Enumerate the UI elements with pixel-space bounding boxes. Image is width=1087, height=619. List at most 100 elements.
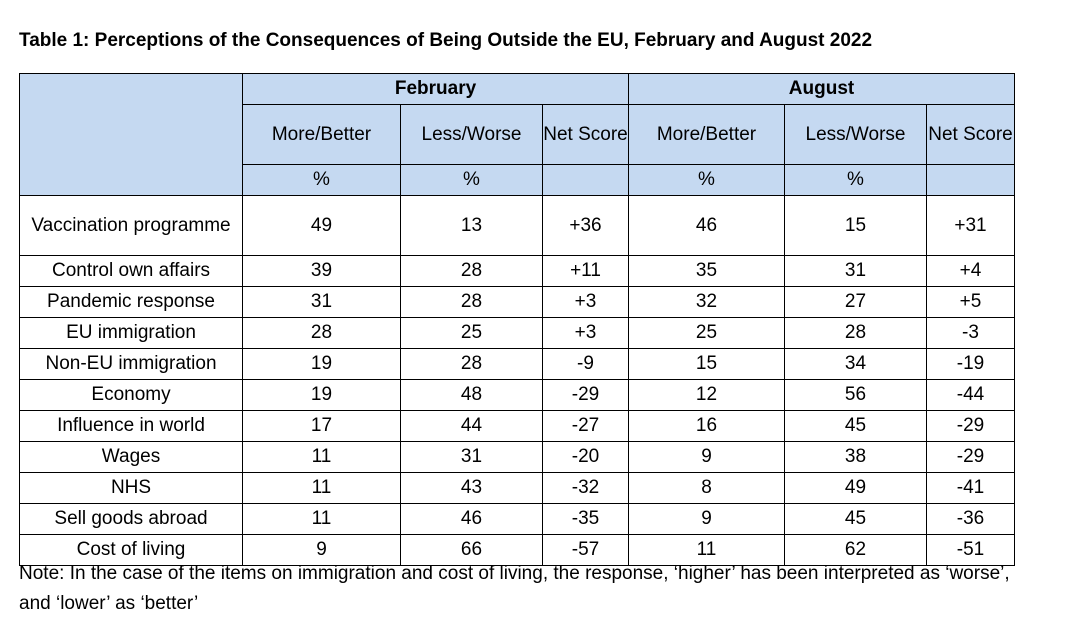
table-row: Vaccination programme 49 13 +36 46 15 +31 <box>19 195 1015 256</box>
more-better-cell: 17 <box>242 410 401 442</box>
period-header-february: February <box>242 73 629 105</box>
col-header-more-better-feb: More/Better <box>242 104 401 165</box>
more-better-cell: 15 <box>628 348 785 380</box>
unit-percent-cell: % <box>400 164 543 196</box>
less-worse-cell: 62 <box>784 534 927 566</box>
table-row: Wages 11 31 -20 9 38 -29 <box>19 441 1015 473</box>
unit-percent-cell: % <box>242 164 401 196</box>
row-label: Sell goods abroad <box>19 503 243 535</box>
header-blank-cell <box>19 73 243 196</box>
net-score-cell: -3 <box>926 317 1015 349</box>
more-better-cell: 9 <box>628 503 785 535</box>
col-header-less-worse-aug: Less/Worse <box>784 104 927 165</box>
less-worse-cell: 49 <box>784 472 927 504</box>
net-score-cell: -51 <box>926 534 1015 566</box>
net-score-cell: -20 <box>542 441 629 473</box>
less-worse-cell: 56 <box>784 379 927 411</box>
row-label: Cost of living <box>19 534 243 566</box>
row-label: NHS <box>19 472 243 504</box>
net-score-cell: -19 <box>926 348 1015 380</box>
row-label: Wages <box>19 441 243 473</box>
net-score-cell: -35 <box>542 503 629 535</box>
table-row: Sell goods abroad 11 46 -35 9 45 -36 <box>19 503 1015 535</box>
period-header-august: August <box>628 73 1015 105</box>
more-better-cell: 8 <box>628 472 785 504</box>
less-worse-cell: 38 <box>784 441 927 473</box>
less-worse-cell: 43 <box>400 472 543 504</box>
net-score-cell: +5 <box>926 286 1015 318</box>
row-label: Pandemic response <box>19 286 243 318</box>
net-score-cell: -9 <box>542 348 629 380</box>
net-score-cell: -57 <box>542 534 629 566</box>
more-better-cell: 9 <box>628 441 785 473</box>
more-better-cell: 39 <box>242 255 401 287</box>
more-better-cell: 16 <box>628 410 785 442</box>
less-worse-cell: 28 <box>400 348 543 380</box>
net-score-cell: +36 <box>542 195 629 256</box>
table-row: Pandemic response 31 28 +3 32 27 +5 <box>19 286 1015 318</box>
less-worse-cell: 27 <box>784 286 927 318</box>
net-score-cell: +31 <box>926 195 1015 256</box>
unit-empty-cell <box>926 164 1015 196</box>
more-better-cell: 32 <box>628 286 785 318</box>
more-better-cell: 11 <box>242 472 401 504</box>
more-better-cell: 11 <box>242 503 401 535</box>
net-score-cell: -36 <box>926 503 1015 535</box>
less-worse-cell: 28 <box>784 317 927 349</box>
net-score-cell: -29 <box>542 379 629 411</box>
less-worse-cell: 45 <box>784 410 927 442</box>
unit-percent-cell: % <box>784 164 927 196</box>
col-header-net-score-feb: Net Score <box>542 104 629 165</box>
net-score-cell: -29 <box>926 410 1015 442</box>
table-row: Control own affairs 39 28 +11 35 31 +4 <box>19 255 1015 287</box>
perceptions-table: February August More/Better Less/Worse N… <box>19 73 1015 566</box>
less-worse-cell: 34 <box>784 348 927 380</box>
unit-percent-cell: % <box>628 164 785 196</box>
less-worse-cell: 31 <box>400 441 543 473</box>
table-note: Note: In the case of the items on immigr… <box>19 563 1010 614</box>
net-score-cell: -32 <box>542 472 629 504</box>
row-label: Control own affairs <box>19 255 243 287</box>
more-better-cell: 46 <box>628 195 785 256</box>
more-better-cell: 9 <box>242 534 401 566</box>
less-worse-cell: 28 <box>400 255 543 287</box>
col-header-less-worse-feb: Less/Worse <box>400 104 543 165</box>
less-worse-cell: 48 <box>400 379 543 411</box>
net-score-cell: -44 <box>926 379 1015 411</box>
less-worse-cell: 13 <box>400 195 543 256</box>
less-worse-cell: 25 <box>400 317 543 349</box>
net-score-cell: -29 <box>926 441 1015 473</box>
more-better-cell: 35 <box>628 255 785 287</box>
row-label: EU immigration <box>19 317 243 349</box>
more-better-cell: 49 <box>242 195 401 256</box>
less-worse-cell: 44 <box>400 410 543 442</box>
table-row: NHS 11 43 -32 8 49 -41 <box>19 472 1015 504</box>
net-score-cell: -41 <box>926 472 1015 504</box>
more-better-cell: 11 <box>242 441 401 473</box>
more-better-cell: 19 <box>242 348 401 380</box>
net-score-cell: +3 <box>542 286 629 318</box>
less-worse-cell: 15 <box>784 195 927 256</box>
table-row: Economy 19 48 -29 12 56 -44 <box>19 379 1015 411</box>
unit-empty-cell <box>542 164 629 196</box>
col-header-more-better-aug: More/Better <box>628 104 785 165</box>
more-better-cell: 11 <box>628 534 785 566</box>
table-row: Cost of living 9 66 -57 11 62 -51 <box>19 534 1015 566</box>
row-label: Economy <box>19 379 243 411</box>
less-worse-cell: 31 <box>784 255 927 287</box>
less-worse-cell: 28 <box>400 286 543 318</box>
more-better-cell: 28 <box>242 317 401 349</box>
col-header-net-score-aug: Net Score <box>926 104 1015 165</box>
row-label: Vaccination programme <box>19 195 243 256</box>
table-row: Non-EU immigration 19 28 -9 15 34 -19 <box>19 348 1015 380</box>
more-better-cell: 12 <box>628 379 785 411</box>
net-score-cell: +11 <box>542 255 629 287</box>
more-better-cell: 31 <box>242 286 401 318</box>
less-worse-cell: 46 <box>400 503 543 535</box>
net-score-cell: -27 <box>542 410 629 442</box>
more-better-cell: 25 <box>628 317 785 349</box>
less-worse-cell: 45 <box>784 503 927 535</box>
net-score-cell: +4 <box>926 255 1015 287</box>
table-title: Table 1: Perceptions of the Consequences… <box>19 30 873 51</box>
row-label: Influence in world <box>19 410 243 442</box>
